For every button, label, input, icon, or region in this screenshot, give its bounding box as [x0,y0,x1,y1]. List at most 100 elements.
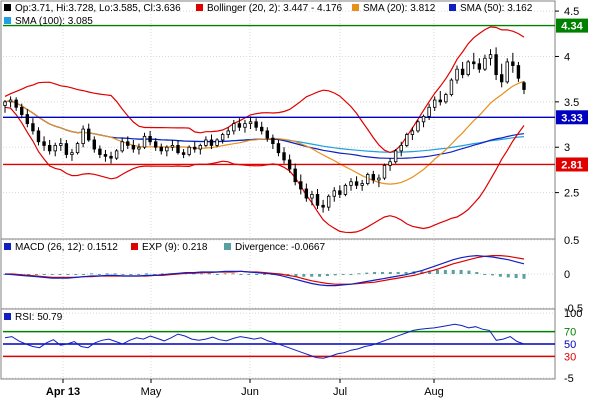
sma20-legend-swatch [352,4,359,11]
exp-legend-text: EXP (9): 0.218 [142,242,208,253]
candle-body [377,177,381,181]
divergence-bar [105,273,109,275]
candle-body [120,141,124,152]
divergence-bar [74,274,78,275]
divergence-bar [113,273,117,275]
candle-body [193,146,197,150]
candle-body [92,139,96,150]
candle-body [472,61,476,65]
candle-body [254,121,258,128]
divergence-bar [302,274,306,277]
candle-body [87,128,91,141]
candle-body [310,194,314,199]
candle-body [421,115,426,123]
divergence-bar [436,269,439,274]
candle-body [142,135,147,148]
divergence-bar [50,274,54,275]
sma100-legend-swatch [4,17,11,24]
price-tick-label: 3 [564,142,570,154]
candle-body [170,145,175,148]
divergence-bar [380,271,384,274]
divergence-bar [27,274,31,275]
divergence-bar [373,271,377,274]
rsi-tick-label: 100 [564,308,582,320]
divergence-bar [498,274,502,277]
divergence-bar [121,274,125,275]
candle-body [126,141,130,146]
candle-body [388,161,392,166]
divergence-bar [357,273,361,275]
x-tick-label: Aug [424,386,444,398]
macd-tick-label: 0 [564,269,570,281]
candle-body [287,159,292,170]
candle-body [433,99,437,108]
rsi-tick-label: -5 [564,373,574,385]
candle-body [293,168,297,183]
divergence-bar [90,273,93,275]
x-tick-label: Jul [333,386,347,398]
candle-body [455,68,459,81]
candle-body [466,61,470,76]
candle-body [477,63,482,70]
candle-body [299,181,303,190]
divergence-bar [467,270,471,274]
candle-body [399,145,403,152]
rsi-legend: RSI: 50.79 [4,312,63,323]
candle-body [343,184,348,195]
horizontal-levels: 4.34 3.33 2.81 [3,18,588,172]
divergence-bar [491,274,495,276]
candle-body [103,154,108,157]
candle-body [159,146,163,152]
divergence-bar [420,271,424,274]
price-level-label: 3.33 [561,112,582,124]
candle-body [47,145,52,152]
candle-body [114,150,119,159]
divergence-bar [396,271,400,274]
divergence-bar [310,274,314,277]
divergence-bar [42,274,46,275]
divergence-bar [58,274,62,275]
sma50-legend-text: SMA (50): 3.162 [460,3,533,14]
price-tick-label: 4 [564,51,570,63]
candle-body [444,94,448,103]
divergence-bar [97,274,101,275]
divergence-bar [247,274,251,275]
divergence-bar [522,274,526,279]
divergence-bar [459,269,463,274]
rsi-tick-label: 30 [564,351,576,363]
indicator-lines [4,26,525,234]
bollinger-legend-swatch [196,4,203,11]
candle-body [42,141,46,146]
sma20-legend-text: SMA (20): 3.812 [363,3,436,14]
candle-body [522,82,526,90]
candle-body [410,130,415,135]
candle-body [332,190,336,197]
divergence-bar [152,274,156,275]
rsi-tick-label: 70 [564,327,576,339]
candle-body [187,146,191,155]
macd-series [3,254,526,287]
macd-legend-text: MACD (26, 12): 0.1512 [15,242,118,253]
divergence-bar [475,271,479,274]
divergence-bar [278,274,282,276]
candle-body [137,146,141,150]
x-tick-label: May [141,386,162,398]
divergence-bar [137,274,141,275]
divergence-bar [325,274,329,277]
candle-body [271,137,275,144]
candle-body [416,121,420,132]
ohlc-legend-swatch [4,4,11,11]
candle-body [382,164,387,179]
candle-body [438,99,442,103]
candle-body [243,123,247,128]
candlesticks [3,47,526,213]
candle-body [260,126,264,132]
bollinger-legend-text: Bollinger (20, 2): 3.447 - 4.176 [207,3,343,14]
candle-body [209,139,214,146]
divergence-bar [215,274,219,275]
price-level-tag [556,18,588,33]
divergence-bar [514,274,518,279]
candle-body [516,65,521,79]
rsi-legend-swatch [4,313,11,320]
